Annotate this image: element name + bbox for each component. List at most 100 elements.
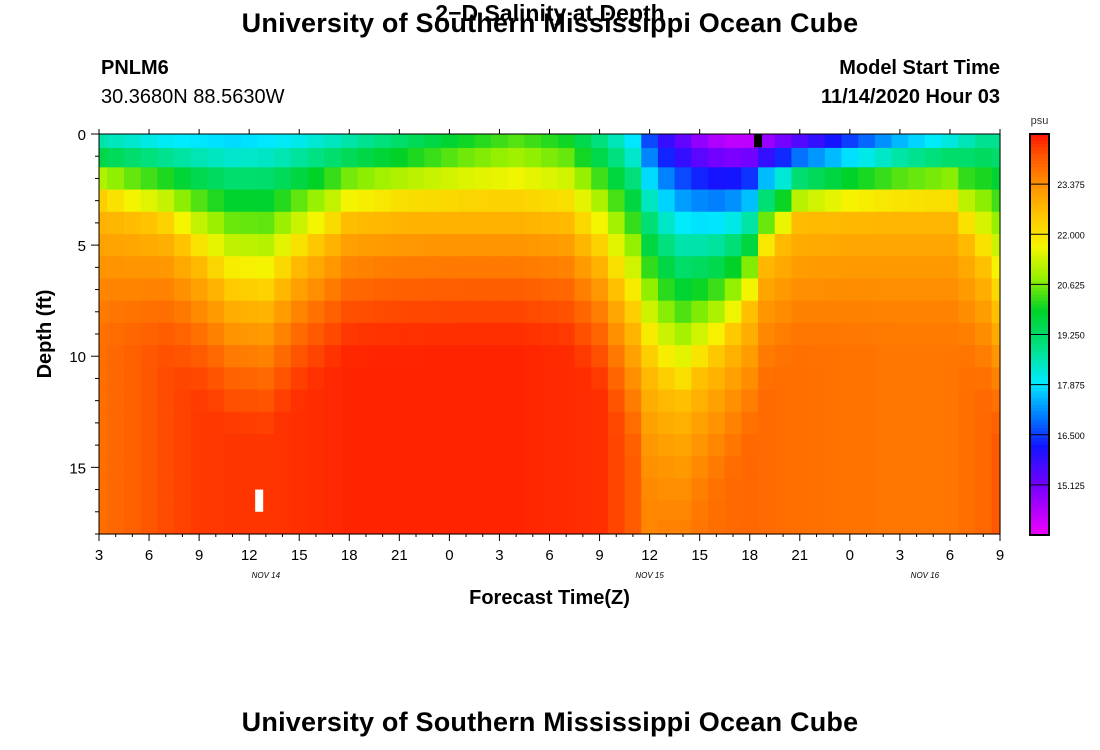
heatmap-cell: [674, 234, 692, 257]
heatmap-cell: [307, 278, 325, 302]
heatmap-cell: [874, 411, 893, 435]
heatmap-cell: [824, 411, 843, 435]
heatmap-cell: [724, 411, 742, 435]
heatmap-cell: [541, 456, 559, 480]
colorbar-segment: [1030, 230, 1049, 235]
heatmap-cell: [157, 189, 175, 213]
heatmap-cell: [808, 167, 826, 191]
colorbar-segment: [1030, 364, 1049, 369]
heatmap-cell: [741, 167, 759, 191]
heatmap-cell: [207, 278, 225, 302]
heatmap-cell: [607, 520, 626, 535]
heatmap-cell: [457, 434, 476, 457]
colorbar-segment: [1030, 220, 1049, 225]
colorbar-tick-label: 23.375: [1057, 180, 1085, 190]
heatmap-cell: [958, 167, 976, 191]
heatmap-cell: [441, 167, 459, 191]
heatmap-cell: [624, 189, 642, 213]
colorbar-segment: [1030, 514, 1049, 519]
heatmap-cell: [691, 167, 709, 191]
heatmap-cell: [257, 322, 275, 346]
heatmap-cell: [924, 211, 943, 235]
heatmap-cell: [691, 147, 709, 168]
heatmap-cell: [140, 234, 158, 257]
heatmap-cell: [424, 234, 442, 257]
heatmap-cell: [541, 322, 559, 346]
heatmap-cell: [641, 456, 659, 480]
heatmap-cell: [591, 478, 609, 502]
heatmap-cell: [174, 367, 192, 391]
heatmap-cell: [424, 520, 442, 535]
heatmap-cell: [190, 389, 209, 413]
colorbar-segment: [1030, 307, 1049, 312]
x-tick-label: 0: [846, 547, 854, 564]
heatmap-cell: [958, 234, 976, 257]
heatmap-cell: [140, 434, 158, 457]
heatmap-cell: [774, 134, 793, 149]
heatmap-cell: [591, 211, 609, 235]
heatmap-cell: [824, 478, 843, 502]
heatmap-cell: [574, 256, 592, 280]
heatmap-cell: [724, 234, 742, 257]
colorbar-segment: [1030, 511, 1049, 516]
heatmap-cell: [557, 278, 576, 302]
heatmap-cell: [224, 367, 242, 391]
heatmap-cell: [124, 520, 142, 535]
heatmap-cell: [207, 367, 225, 391]
heatmap-cell: [607, 234, 626, 257]
heatmap-cell: [524, 434, 542, 457]
heatmap-cell: [374, 147, 392, 168]
colorbar-segment: [1030, 484, 1049, 489]
heatmap-cell: [858, 456, 876, 480]
heatmap-cell: [374, 478, 392, 502]
heatmap-cell: [524, 167, 542, 191]
heatmap-cell: [791, 234, 809, 257]
heatmap-cell: [157, 367, 175, 391]
model-start-time: 11/14/2020 Hour 03: [820, 86, 1000, 108]
heatmap-cell: [858, 256, 876, 280]
heatmap-cell: [290, 278, 309, 302]
heatmap-cell: [874, 345, 893, 368]
y-axis: 0 5 10 15: [69, 127, 99, 535]
heatmap-cell: [240, 300, 259, 324]
heatmap-cell: [441, 234, 459, 257]
heatmap-cell: [641, 300, 659, 324]
heatmap-cell: [557, 234, 576, 257]
heatmap-cell: [240, 234, 259, 257]
heatmap-cell: [257, 256, 275, 280]
heatmap-cell: [791, 478, 809, 502]
heatmap-cell: [657, 134, 676, 149]
heatmap-cell: [190, 134, 209, 149]
heatmap-cell: [541, 520, 559, 535]
heatmap-cell: [107, 134, 125, 149]
heatmap-cell: [290, 520, 309, 535]
heatmap-cell: [124, 147, 142, 168]
heatmap-cell: [541, 147, 559, 168]
heatmap-cell: [224, 411, 242, 435]
heatmap-cell: [274, 345, 292, 368]
heatmap-cell: [240, 147, 259, 168]
heatmap-cell: [374, 278, 392, 302]
heatmap-cell: [708, 411, 726, 435]
heatmap-cell: [274, 500, 292, 521]
colorbar-segment: [1030, 137, 1049, 142]
heatmap-cell: [724, 500, 742, 521]
heatmap-cell: [874, 256, 893, 280]
heatmap-cell: [290, 345, 309, 368]
heatmap-cell: [657, 434, 676, 457]
heatmap-cell: [891, 367, 909, 391]
heatmap-cell: [240, 478, 259, 502]
heatmap-cell: [407, 478, 425, 502]
heatmap-cell: [424, 167, 442, 191]
heatmap-cell: [741, 300, 759, 324]
heatmap-cell: [107, 278, 125, 302]
heatmap-cell: [891, 322, 909, 346]
heatmap-cell: [190, 211, 209, 235]
colorbar-segment: [1030, 501, 1049, 506]
heatmap-cell: [140, 211, 158, 235]
heatmap-cell: [791, 256, 809, 280]
heatmap-cell: [557, 134, 576, 149]
heatmap-cell: [758, 234, 776, 257]
heatmap-cell: [190, 520, 209, 535]
heatmap-cell: [541, 367, 559, 391]
